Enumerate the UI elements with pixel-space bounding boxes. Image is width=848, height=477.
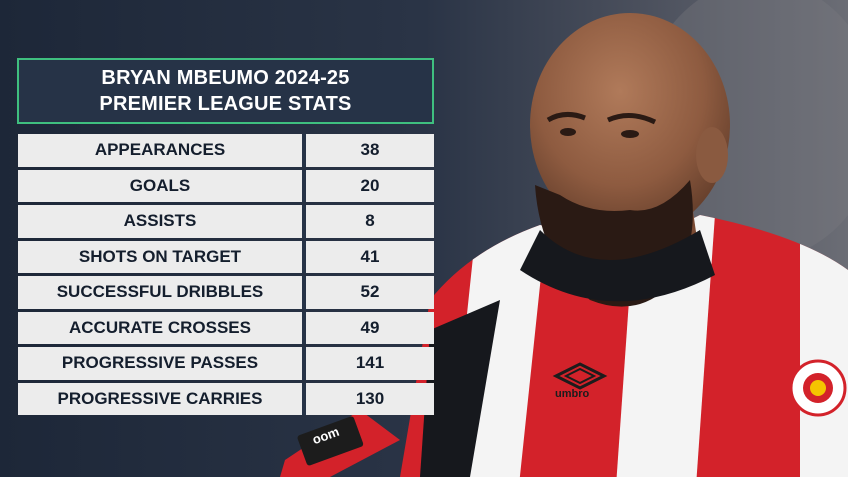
table-row: SUCCESSFUL DRIBBLES 52 [18,276,434,309]
stat-value: 20 [306,169,434,202]
stats-table: APPEARANCES 38 GOALS 20 ASSISTS 8 SHOTS … [18,131,434,418]
table-row: PROGRESSIVE PASSES 141 [18,347,434,380]
stat-value: 38 [306,134,434,167]
table-row: PROGRESSIVE CARRIES 130 [18,382,434,415]
stats-title-box: BRYAN MBEUMO 2024-25 PREMIER LEAGUE STAT… [17,58,434,124]
title-line-2: PREMIER LEAGUE STATS [99,93,352,115]
stat-label: ACCURATE CROSSES [18,311,306,344]
collar [520,230,715,302]
stat-value: 8 [306,205,434,238]
stat-value: 52 [306,276,434,309]
stat-label: APPEARANCES [18,134,306,167]
kit-brand-text: umbro [555,388,590,400]
table-row: ASSISTS 8 [18,205,434,238]
umbro-logo [552,362,608,390]
stat-value: 141 [306,347,434,380]
stat-label: ASSISTS [18,205,306,238]
table-row: SHOTS ON TARGET 41 [18,240,434,273]
sleeve-sponsor-patch [297,416,364,466]
stat-value: 41 [306,240,434,273]
table-row: ACCURATE CROSSES 49 [18,311,434,344]
stat-value: 130 [306,382,434,415]
stat-label: PROGRESSIVE PASSES [18,347,306,380]
ear [696,127,728,183]
stat-label: SUCCESSFUL DRIBBLES [18,276,306,309]
stat-label: SHOTS ON TARGET [18,240,306,273]
stat-value: 49 [306,311,434,344]
table-row: APPEARANCES 38 [18,134,434,167]
table-row: GOALS 20 [18,169,434,202]
club-crest-icon [789,359,847,417]
title-line-1: BRYAN MBEUMO 2024-25 [101,67,350,89]
stat-label: PROGRESSIVE CARRIES [18,382,306,415]
head [530,13,730,237]
stat-label: GOALS [18,169,306,202]
